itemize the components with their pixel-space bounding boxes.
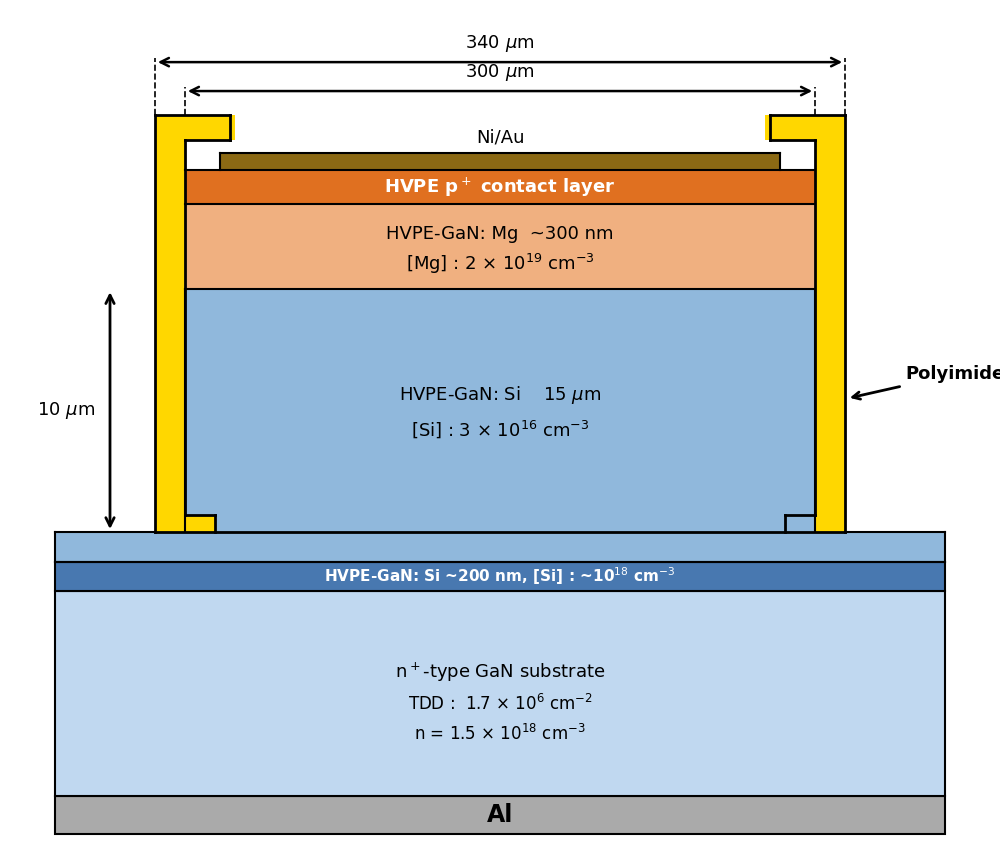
Text: Polyimide: Polyimide bbox=[853, 365, 1000, 399]
Bar bbox=[155, 515, 215, 532]
Text: Al: Al bbox=[487, 802, 513, 827]
Text: HVPE-GaN: Mg  ~300 nm: HVPE-GaN: Mg ~300 nm bbox=[386, 225, 614, 243]
Bar bbox=[185, 170, 815, 204]
Bar bbox=[55, 562, 945, 591]
Bar bbox=[55, 796, 945, 834]
Bar bbox=[765, 115, 845, 140]
Bar bbox=[55, 532, 945, 562]
Text: 300 $\mu$m: 300 $\mu$m bbox=[465, 62, 535, 83]
Text: HVPE p$^+$ contact layer: HVPE p$^+$ contact layer bbox=[384, 175, 616, 199]
Text: Ni/Au: Ni/Au bbox=[476, 129, 524, 147]
Text: HVPE-GaN: Si    15 $\mu$m: HVPE-GaN: Si 15 $\mu$m bbox=[399, 385, 601, 406]
Text: HVPE-GaN: Si ~200 nm, [Si] : ~10$^{18}$ cm$^{-3}$: HVPE-GaN: Si ~200 nm, [Si] : ~10$^{18}$ … bbox=[324, 566, 676, 587]
Bar bbox=[815, 115, 845, 532]
Bar bbox=[155, 115, 235, 140]
Bar bbox=[55, 591, 945, 796]
Bar bbox=[185, 289, 815, 532]
Text: 10 $\mu$m: 10 $\mu$m bbox=[37, 400, 95, 421]
Text: n = 1.5 $\times$ 10$^{18}$ cm$^{-3}$: n = 1.5 $\times$ 10$^{18}$ cm$^{-3}$ bbox=[414, 724, 586, 745]
Text: [Si] : 3 $\times$ 10$^{16}$ cm$^{-3}$: [Si] : 3 $\times$ 10$^{16}$ cm$^{-3}$ bbox=[411, 419, 589, 440]
Bar bbox=[185, 204, 815, 289]
Bar bbox=[220, 153, 780, 170]
Text: [Mg] : 2 $\times$ 10$^{19}$ cm$^{-3}$: [Mg] : 2 $\times$ 10$^{19}$ cm$^{-3}$ bbox=[406, 252, 594, 276]
Text: 340 $\mu$m: 340 $\mu$m bbox=[465, 33, 535, 54]
Text: TDD :  1.7 $\times$ 10$^6$ cm$^{-2}$: TDD : 1.7 $\times$ 10$^6$ cm$^{-2}$ bbox=[408, 694, 592, 714]
Bar bbox=[155, 115, 185, 532]
Text: n$^+$-type GaN substrate: n$^+$-type GaN substrate bbox=[395, 660, 605, 684]
